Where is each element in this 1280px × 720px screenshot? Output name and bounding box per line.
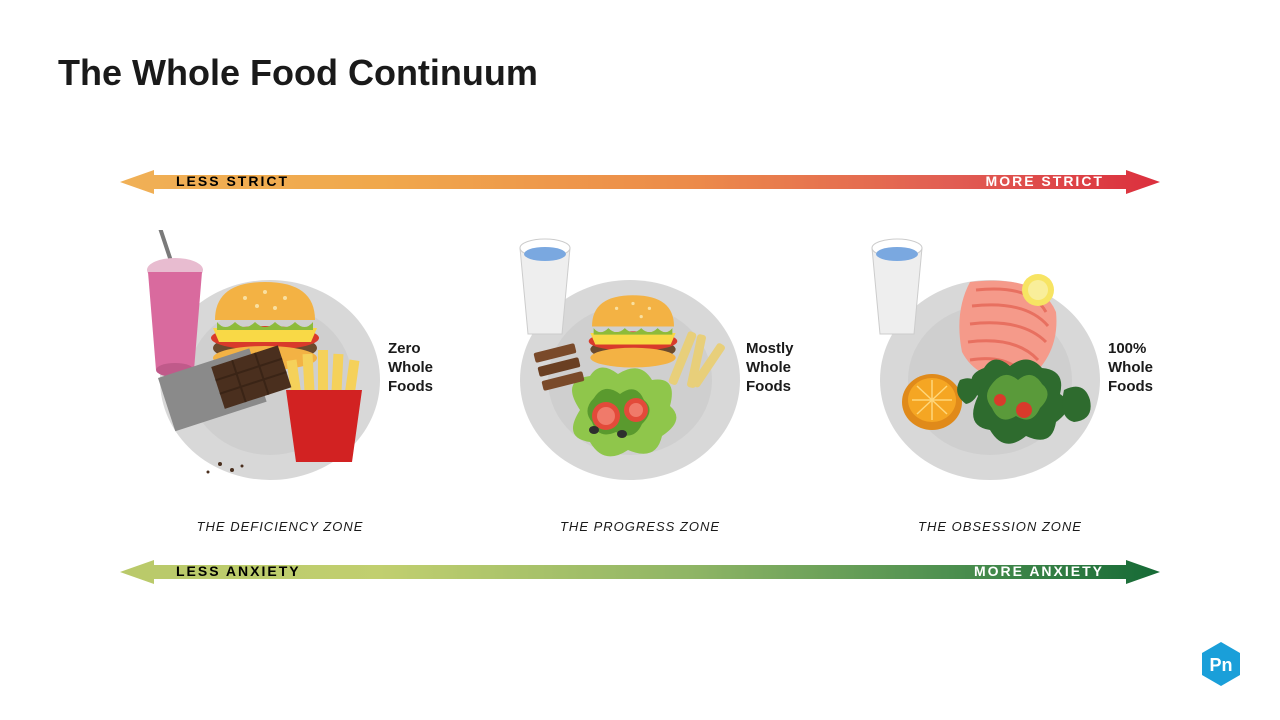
plate-zero-whole-foods: Zero Whole Foods <box>120 230 440 490</box>
plate-1-caption: Zero Whole Foods <box>388 340 433 396</box>
plate-mostly-whole-foods: Mostly Whole Foods <box>480 230 800 490</box>
top-arrow-right-label: MORE STRICT <box>986 173 1104 189</box>
zone-label-1: THE DEFICIENCY ZONE <box>197 519 364 534</box>
strictness-arrow: LESS STRICT MORE STRICT <box>120 170 1160 194</box>
plates-row: Zero Whole Foods <box>120 230 1160 490</box>
page-title: The Whole Food Continuum <box>58 52 538 94</box>
pn-logo: Pn <box>1198 641 1244 692</box>
plate-100-whole-foods: 100% Whole Foods <box>840 230 1160 490</box>
bottom-arrow-left-label: LESS ANXIETY <box>176 563 301 579</box>
bottom-arrow-right-label: MORE ANXIETY <box>974 563 1104 579</box>
anxiety-arrow: LESS ANXIETY MORE ANXIETY <box>120 560 1160 584</box>
zone-labels-row: THE DEFICIENCY ZONE THE PROGRESS ZONE TH… <box>120 518 1160 536</box>
plate-3-caption: 100% Whole Foods <box>1108 340 1153 396</box>
logo-text: Pn <box>1209 655 1232 675</box>
top-arrow-left-label: LESS STRICT <box>176 173 289 189</box>
plate-2-caption: Mostly Whole Foods <box>746 340 794 396</box>
zone-label-2: THE PROGRESS ZONE <box>560 519 720 534</box>
zone-label-3: THE OBSESSION ZONE <box>918 519 1082 534</box>
